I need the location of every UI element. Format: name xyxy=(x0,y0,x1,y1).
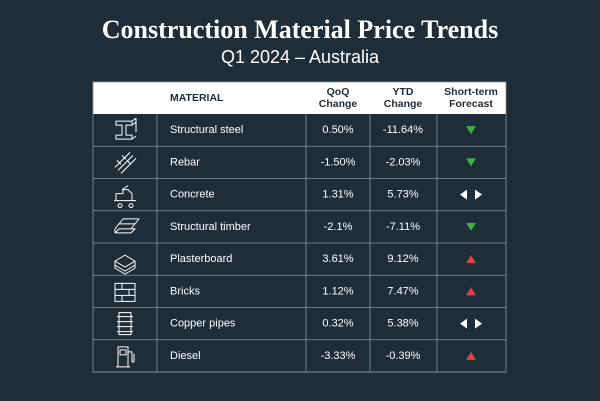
column-header: Change xyxy=(319,98,358,110)
material-icon xyxy=(115,117,137,140)
ytd-change: -0.39% xyxy=(386,350,421,362)
material-icon xyxy=(114,254,136,275)
forecast-up xyxy=(466,287,476,296)
arrow-right xyxy=(475,189,482,200)
arrow-left xyxy=(460,189,467,200)
forecast-up xyxy=(466,351,476,360)
ytd-change: 5.38% xyxy=(387,318,418,330)
material-icon xyxy=(116,346,135,368)
ytd-change: -2.03% xyxy=(386,156,421,168)
forecast-steady xyxy=(460,318,482,329)
forecast-steady xyxy=(460,189,482,200)
subtitle: Q1 2024 – Australia xyxy=(221,47,380,67)
title: Construction Material Price Trends xyxy=(102,15,498,44)
material-name: Copper pipes xyxy=(170,318,236,330)
material-icon xyxy=(117,312,133,336)
material-name: Diesel xyxy=(170,350,201,362)
material-name: Structural timber xyxy=(170,221,251,233)
column-header: QoQ xyxy=(327,86,350,98)
qoq-change: -1.50% xyxy=(321,156,356,168)
material-icon xyxy=(114,185,136,209)
material-name: Bricks xyxy=(170,285,200,297)
qoq-change: 0.50% xyxy=(322,124,353,136)
arrow-right xyxy=(475,318,482,329)
ytd-change: 5.73% xyxy=(387,189,418,201)
column-header: Forecast xyxy=(449,98,493,110)
ytd-change: -11.64% xyxy=(383,124,423,136)
material-icon xyxy=(114,218,140,234)
qoq-change: 3.61% xyxy=(322,253,353,265)
ytd-change: -7.11% xyxy=(386,221,420,233)
material-name: Plasterboard xyxy=(170,253,232,265)
forecast-down xyxy=(466,126,476,135)
material-name: Rebar xyxy=(170,156,200,168)
material-name: Concrete xyxy=(170,189,215,201)
table-header-bg xyxy=(93,82,506,114)
forecast-up xyxy=(466,255,476,264)
arrow-left xyxy=(460,318,467,329)
qoq-change: -3.33% xyxy=(321,350,356,362)
forecast-down xyxy=(466,158,476,167)
qoq-change: 1.31% xyxy=(322,189,353,201)
column-header: Short-term xyxy=(444,86,498,98)
qoq-change: 1.12% xyxy=(322,285,353,297)
ytd-change: 9.12% xyxy=(387,253,418,265)
material-icon xyxy=(114,282,136,302)
qoq-change: 0.32% xyxy=(322,318,353,330)
ytd-change: 7.47% xyxy=(387,285,418,297)
column-header: MATERIAL xyxy=(170,92,224,104)
column-header: Change xyxy=(384,98,423,110)
forecast-down xyxy=(466,222,476,231)
table-border xyxy=(92,81,507,373)
qoq-change: -2.1% xyxy=(324,221,353,233)
material-icon xyxy=(114,152,137,174)
column-header: YTD xyxy=(393,86,414,98)
material-name: Structural steel xyxy=(170,124,243,136)
